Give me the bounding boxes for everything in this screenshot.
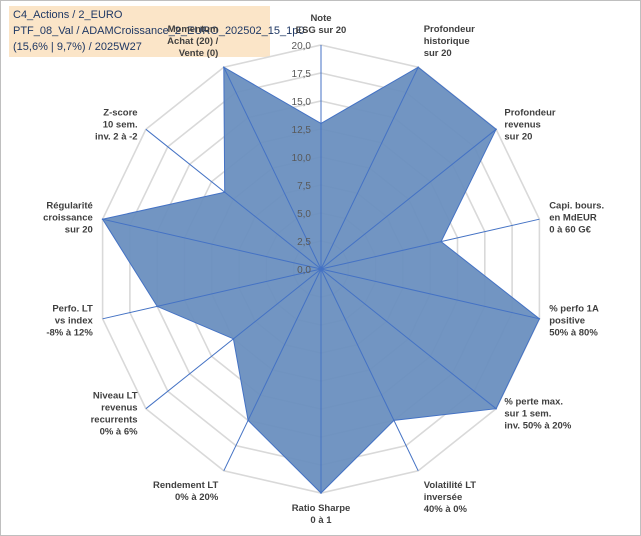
data-point: [440, 240, 442, 243]
category-label: Volatilité LT inversée 40% à 0%: [424, 480, 477, 515]
tick-label: 5,0: [297, 209, 311, 220]
axis-spoke: [102, 218, 322, 270]
data-point: [495, 407, 497, 410]
category-label: Capi. bours. en MdEUR 0 à 60 G€: [549, 200, 604, 235]
tick-label: 15,0: [292, 97, 312, 108]
radar-series: [101, 45, 541, 494]
info-line-stats: (15,6% | 9,7%) / 2025W27: [13, 41, 142, 53]
axis-spoke: [102, 268, 322, 320]
category-label: Note ESG sur 20: [296, 13, 347, 36]
tick-label: 7,5: [297, 181, 311, 192]
category-label: Profondeur historique sur 20: [424, 24, 475, 59]
tick-label: 0,0: [297, 265, 311, 276]
axis-spoke: [320, 268, 540, 320]
axis-spoke: [320, 66, 419, 270]
category-labels: Note ESG sur 20 Profondeur historique sur 20…: [43, 13, 604, 526]
info-line-portfolio: PTF_08_Val / ADAMCroissance_2_EURO_20250…: [13, 25, 305, 37]
axis-spoke: [320, 268, 419, 472]
category-label: % perte max. sur 1 sem. inv. 50% à 20%: [504, 397, 571, 432]
info-line-category: C4_Actions / 2_EURO: [13, 9, 123, 21]
axis-spoke: [320, 128, 497, 270]
data-point: [538, 318, 541, 320]
category-label: Rendement LT 0% à 20%: [153, 480, 219, 503]
tick-label: 2,5: [297, 237, 311, 248]
data-point: [247, 419, 249, 422]
axis-spoke: [223, 66, 322, 270]
data-point: [232, 338, 235, 340]
data-point: [320, 492, 322, 494]
data-point: [393, 419, 395, 422]
axis-spoke: [145, 128, 322, 270]
category-label: Z-score 10 sem. inv. 2 à -2: [95, 107, 138, 142]
tick-label: 12,5: [292, 125, 312, 136]
category-label: % perfo 1A positive 50% à 80%: [549, 304, 599, 339]
category-label: Niveau LT revenus recurrents 0% à 6%: [91, 391, 139, 438]
data-point: [223, 191, 226, 193]
data-point: [495, 128, 497, 131]
tick-label: 17,5: [292, 69, 312, 80]
category-label: Momentum Achat (20) / Vente (0): [167, 24, 219, 59]
data-point: [156, 305, 158, 308]
axis-spoke: [223, 268, 322, 472]
axis-spoke: [320, 218, 540, 270]
tick-label: 20,0: [292, 41, 312, 52]
data-point: [417, 66, 420, 68]
category-label: Ratio Sharpe 0 à 1: [292, 503, 351, 526]
data-point: [320, 122, 322, 125]
category-label: Perfo. LT vs index -8% à 12%: [46, 304, 93, 339]
data-point: [101, 218, 104, 220]
info-box: C4_Actions / 2_EURO PTF_08_Val / ADAMCro…: [9, 6, 304, 57]
tick-label: 10,0: [292, 153, 312, 164]
category-label: Régularité croissance sur 20: [43, 200, 93, 235]
data-point: [223, 66, 225, 68]
category-label: Profondeur revenus sur 20: [504, 107, 555, 142]
axis-spoke: [320, 268, 497, 410]
radial-axis-ticks: 0,0 2,5 5,0 7,5 10,0 12,5 15,0 17,5 20,0: [292, 41, 312, 276]
